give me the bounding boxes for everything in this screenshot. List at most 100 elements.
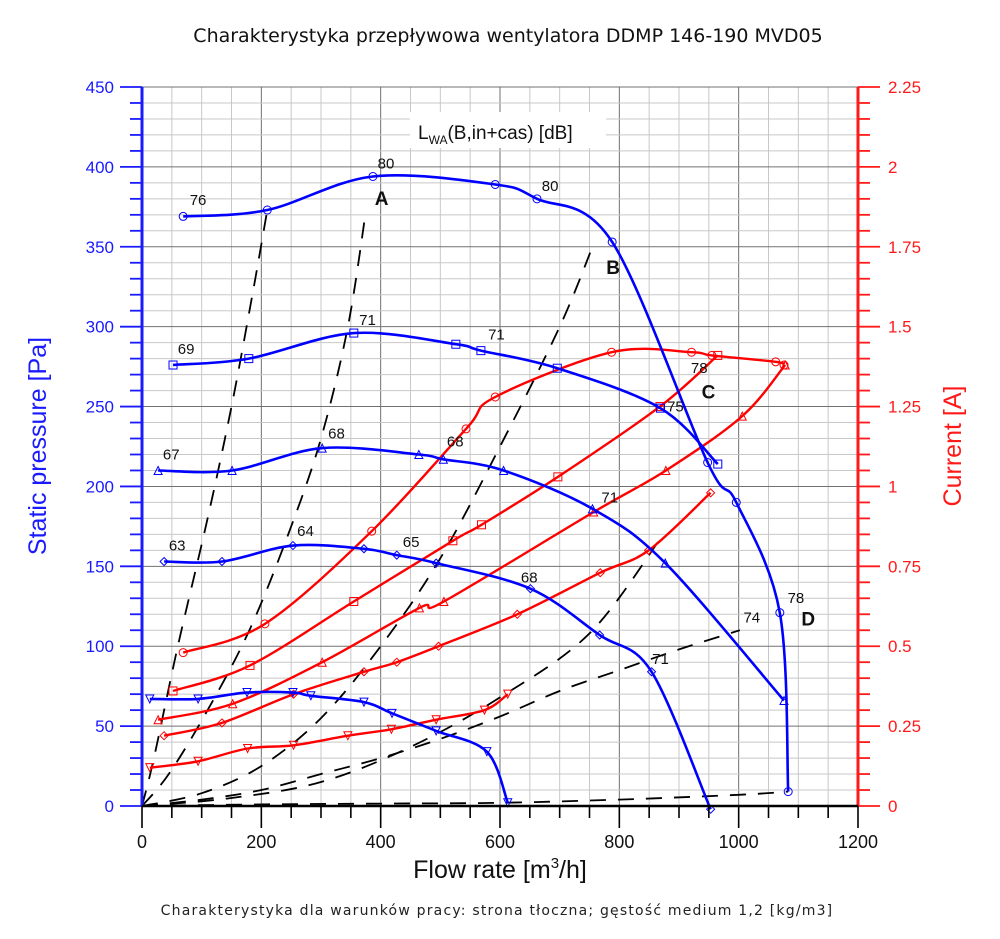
system-curve-letter-a: A: [375, 189, 389, 210]
pressure-4-series: [159, 540, 716, 814]
pressure-1-point: [262, 205, 272, 215]
x-tick-label: 1000: [719, 832, 759, 852]
current-3-point: [153, 714, 163, 725]
pressure-2-point: [476, 346, 486, 356]
axes: [120, 86, 880, 828]
pressure-5-point: [387, 708, 397, 719]
y-axis-label-right: Current [A]: [939, 386, 967, 507]
y-left-tick-label: 400: [86, 158, 114, 177]
x-axis-label-sup: 3: [551, 855, 559, 872]
y-axis-label-left: Static pressure [Pa]: [24, 337, 52, 555]
current-1-point: [367, 526, 377, 536]
noise-level-label: 68: [521, 569, 538, 586]
current-2-point: [448, 536, 458, 546]
pressure-2-point: [451, 339, 461, 349]
noise-level-label: 68: [447, 434, 464, 451]
pressure-4-point: [359, 544, 369, 554]
x-tick-label: 1200: [838, 832, 878, 852]
current-5-point: [242, 743, 253, 754]
x-axis-label: Flow rate [m3/h]: [413, 855, 587, 884]
legend-box-main: L: [418, 123, 429, 144]
current-1-point: [490, 392, 500, 402]
current-4-point: [359, 667, 369, 677]
current-1-point: [771, 357, 781, 367]
pressure-5-series: [144, 688, 513, 808]
current-curves: [144, 347, 791, 773]
noise-level-label: 76: [190, 192, 207, 209]
current-5-point: [288, 740, 299, 751]
legend-box: LWA(B,in+cas) [dB]: [410, 112, 606, 148]
noise-level-label: 71: [601, 489, 618, 506]
pressure-5-point: [431, 726, 441, 737]
current-1-point: [607, 347, 617, 357]
pressure-1-line: [183, 174, 790, 792]
current-3-point: [780, 359, 791, 370]
current-4-point: [433, 641, 444, 651]
pressure-5-point: [193, 694, 203, 705]
noise-level-label: 68: [328, 426, 345, 443]
pressure-2-point: [244, 354, 254, 364]
x-axis-label-main: Flow rate [m: [413, 856, 551, 884]
pressure-3-point: [498, 465, 509, 475]
pressure-1-point: [731, 497, 741, 507]
y-right-tick-label: 0: [888, 797, 897, 816]
pressure-4-line: [164, 543, 712, 810]
noise-level-label: 80: [378, 155, 395, 172]
y-right-tick-label: 1.75: [888, 238, 921, 257]
pressure-4-point: [525, 583, 536, 594]
current-5-point: [144, 763, 155, 773]
pressure-1-series: [178, 171, 793, 797]
pressure-5-point: [144, 694, 155, 705]
current-2-point: [477, 520, 487, 530]
noise-level-label: 74: [743, 609, 760, 626]
pressure-1-point: [703, 457, 713, 467]
pressure-4-point: [646, 667, 657, 677]
noise-level-label: 63: [169, 537, 186, 554]
pressure-1-point: [368, 171, 378, 181]
chart-footnote: Charakterystyka dla warunków pracy: stro…: [161, 903, 834, 919]
current-3-point: [414, 602, 425, 613]
y-left-tick-label: 350: [86, 238, 114, 257]
current-2-point: [168, 686, 178, 696]
pressure-3-point: [227, 465, 237, 475]
x-tick-label: 800: [604, 832, 634, 852]
pressure-3-point: [414, 449, 424, 459]
pressure-4-point: [288, 540, 298, 551]
y-left-tick-label: 0: [105, 797, 114, 816]
noise-level-label: 80: [542, 178, 559, 195]
current-3-line: [157, 364, 787, 721]
pressure-5-point: [359, 697, 369, 708]
noise-level-label: 78: [788, 590, 805, 607]
system-curves: [141, 209, 789, 807]
noise-level-label: 75: [667, 398, 684, 415]
pressure-5-point: [242, 688, 252, 698]
current-3-point: [227, 698, 238, 709]
y-right-tick-label: 2: [888, 158, 897, 177]
pressure-4-point: [431, 558, 441, 568]
y-left-tick-label: 200: [86, 477, 114, 496]
current-3-point: [317, 657, 328, 667]
y-right-tick-label: 0.25: [888, 717, 921, 736]
noise-level-label: 71: [652, 651, 669, 668]
y-left-tick-label: 150: [86, 557, 114, 576]
pressure-4-point: [705, 804, 716, 814]
current-2-point: [553, 472, 563, 482]
current-2-point: [713, 350, 723, 360]
system-curve-f: [141, 790, 789, 807]
pressure-2-point: [552, 363, 562, 373]
pressure-2-point: [349, 328, 359, 338]
current-1-point: [461, 424, 471, 434]
noise-level-label: 78: [691, 360, 708, 377]
pressure-5-line: [149, 690, 510, 804]
system-curve-letter-b: B: [606, 258, 620, 279]
pressure-3-line: [158, 446, 785, 702]
pressure-3-point: [779, 695, 789, 706]
pressure-1-point: [178, 211, 188, 221]
legend-box-text: LWA(B,in+cas) [dB]: [418, 123, 573, 147]
pressure-2-point: [168, 360, 178, 370]
pressure-1-point: [532, 194, 542, 204]
current-3-point: [661, 465, 671, 475]
current-5-point: [193, 756, 203, 767]
current-3-point: [737, 411, 748, 421]
